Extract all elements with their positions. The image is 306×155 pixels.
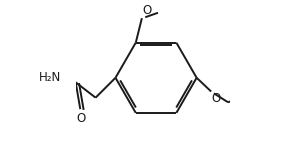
Text: O: O: [143, 4, 152, 17]
Text: O: O: [76, 112, 85, 125]
Text: H₂N: H₂N: [39, 71, 61, 84]
Text: O: O: [212, 92, 221, 105]
